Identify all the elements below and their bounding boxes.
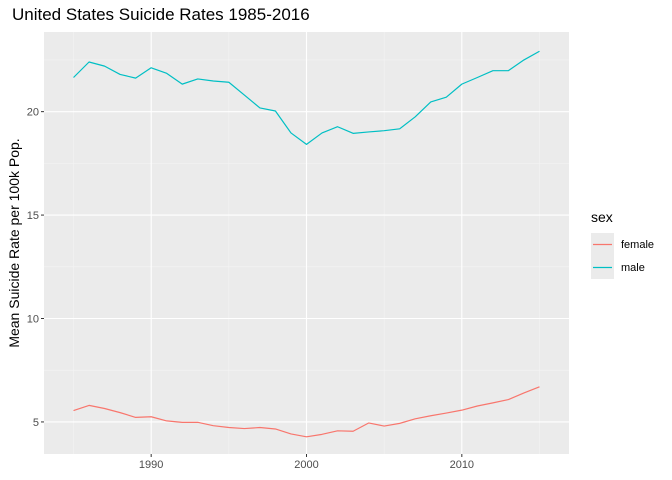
legend-label-female: female: [621, 239, 654, 251]
y-axis-ticks: 5 10 15 20: [27, 107, 44, 429]
series-lines: [73, 50, 540, 438]
grid-major: [44, 32, 569, 454]
legend: sex female male: [591, 209, 654, 279]
series-line-male: [73, 50, 540, 145]
series-line-female: [73, 386, 540, 438]
x-tick-label: 1990: [139, 459, 163, 471]
legend-label-male: male: [621, 262, 645, 274]
x-tick-label: 2000: [294, 459, 318, 471]
chart-title: United States Suicide Rates 1985-2016: [12, 5, 310, 24]
legend-title: sex: [591, 209, 613, 225]
y-tick-label: 20: [27, 107, 39, 119]
y-tick-label: 5: [33, 417, 39, 429]
y-tick-label: 10: [27, 314, 39, 326]
y-axis-title: Mean Suicide Rate per 100k Pop.: [6, 138, 22, 347]
x-tick-label: 2010: [450, 459, 474, 471]
y-tick-label: 15: [27, 210, 39, 222]
x-axis-ticks: 1990 2000 2010: [139, 454, 474, 471]
